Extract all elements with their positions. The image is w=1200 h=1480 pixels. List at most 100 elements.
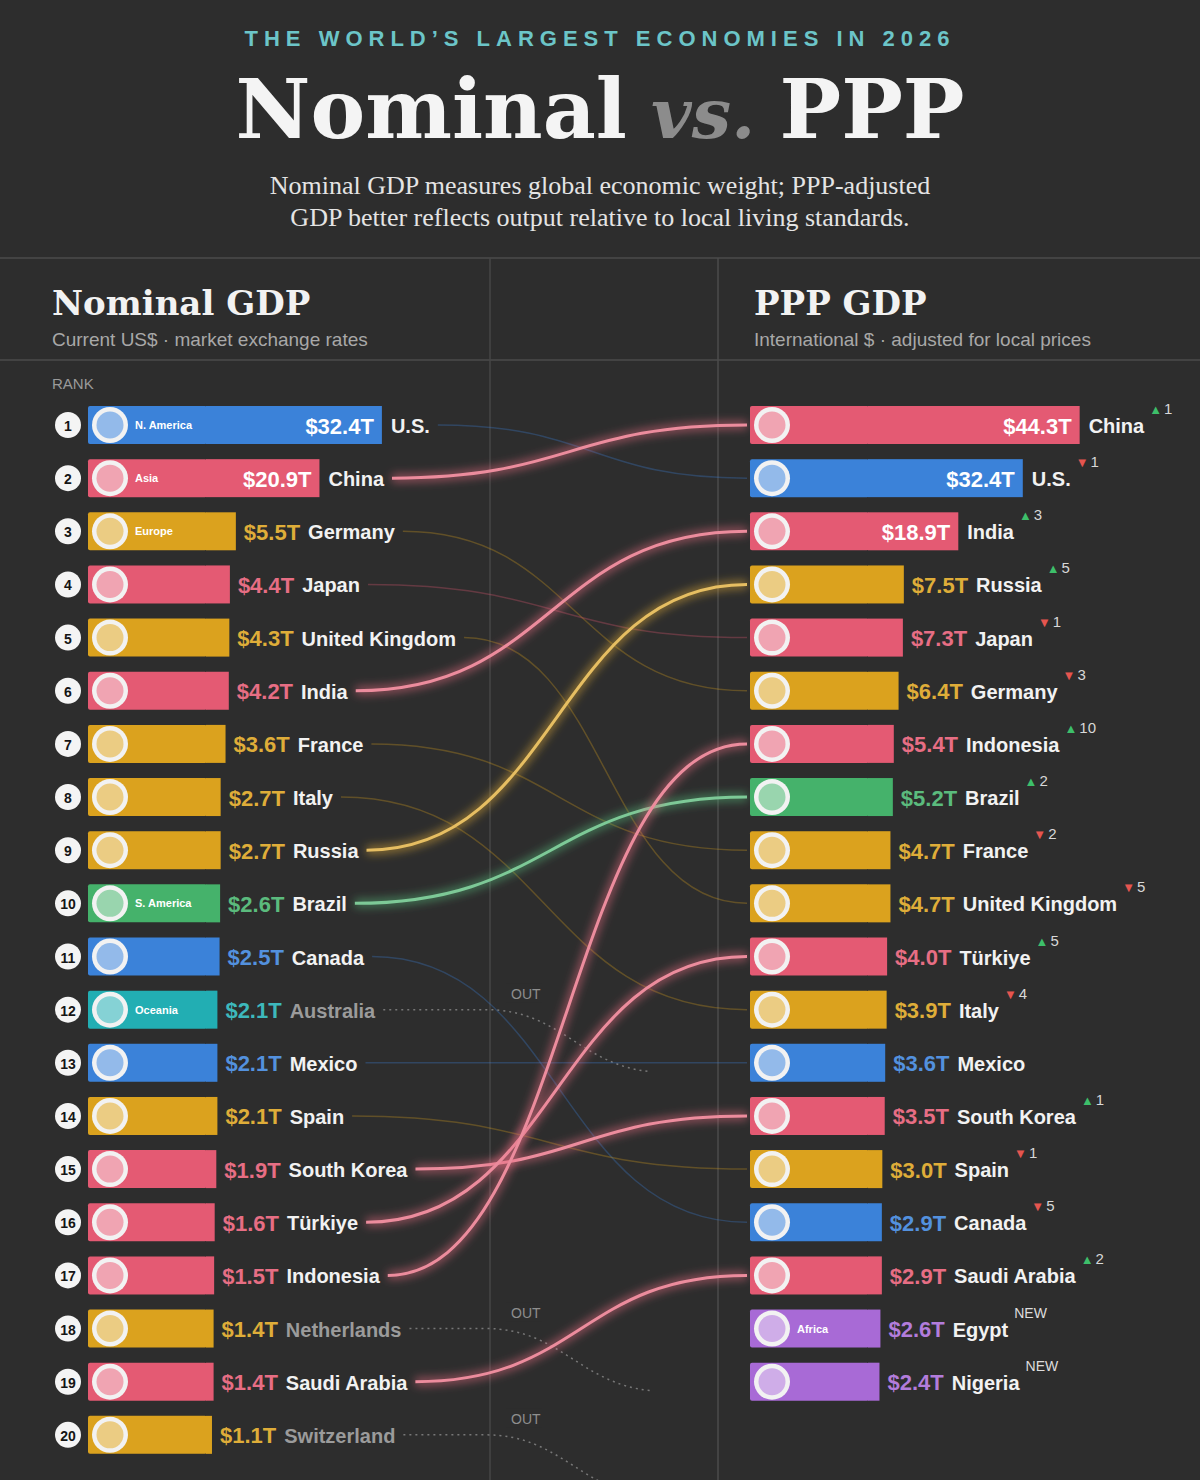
subtitle: Nominal GDP measures global economic wei…: [270, 171, 931, 200]
rank: 18: [60, 1322, 76, 1338]
flag-inner: [97, 518, 124, 545]
rank: 14: [60, 1109, 76, 1125]
value-label: $2.1T: [225, 1104, 282, 1129]
country-name: India: [301, 681, 349, 703]
flag-inner: [97, 1049, 124, 1076]
flag: [754, 513, 790, 549]
rank: 1: [64, 418, 72, 434]
connector: [367, 584, 747, 850]
label-patch: [506, 1409, 542, 1428]
rank-change: ▲5: [1036, 932, 1059, 949]
bar-base: [750, 1363, 869, 1401]
value-label: $3.5T: [893, 1104, 950, 1129]
panel-title: PPP GDP: [754, 283, 927, 323]
flag-inner: [97, 1315, 124, 1342]
country-name: U.S.: [1032, 468, 1071, 490]
status-label: OUT: [511, 986, 541, 1002]
flag-inner: [97, 890, 124, 917]
flag: [92, 1045, 128, 1081]
bar-base: [88, 778, 207, 816]
flag-inner: [97, 730, 124, 757]
flag: [754, 1151, 790, 1187]
country-name: Saudi Arabia: [954, 1265, 1076, 1287]
rank-change-value: 10: [1079, 719, 1096, 736]
flag-inner: [759, 624, 786, 651]
divider: [0, 359, 1200, 361]
flag-inner: [97, 624, 124, 651]
rank-change-value: 3: [1034, 506, 1042, 523]
bar: [868, 1150, 882, 1188]
flag-inner: [759, 784, 786, 811]
rank: 12: [60, 1003, 76, 1019]
flag-inner: [97, 1209, 124, 1236]
bar-base: [88, 884, 207, 922]
rank-badge: [55, 1103, 81, 1129]
bar-base: [88, 831, 207, 869]
value-label: $4.3T: [237, 626, 294, 651]
rank-header: RANK: [52, 375, 94, 392]
bar: [206, 1044, 217, 1082]
flag: [92, 673, 128, 709]
rank-badge: [55, 731, 81, 757]
subtitle: GDP better reflects output relative to l…: [290, 203, 909, 232]
rank: 20: [60, 1428, 76, 1444]
rank-change-arrow: ▲: [1036, 934, 1049, 949]
flag: [754, 939, 790, 975]
value-label: $3.6T: [234, 732, 291, 757]
connector: [365, 1062, 747, 1064]
rank-change-arrow: ▼: [1004, 987, 1017, 1002]
rank-change: ▲1: [1149, 400, 1172, 417]
region-label: Europe: [135, 525, 173, 537]
connector: [415, 1275, 747, 1381]
title-part: PPP: [779, 61, 964, 157]
flag: [754, 992, 790, 1028]
flag: [92, 460, 128, 496]
bar: [868, 459, 1023, 497]
flag-inner: [759, 837, 786, 864]
connector: [366, 957, 747, 1223]
country-name: Türkiye: [959, 947, 1030, 969]
country-name: Russia: [293, 840, 359, 862]
value-label: $32.4T: [946, 467, 1015, 492]
flag-inner: [97, 571, 124, 598]
rank-change-arrow: ▼: [1122, 880, 1135, 895]
bar-base: [750, 778, 869, 816]
rank-change: ▼5: [1122, 878, 1145, 895]
flag: [92, 566, 128, 602]
region-label: Oceania: [135, 1004, 179, 1016]
rank: 16: [60, 1215, 76, 1231]
bar-base: [88, 672, 207, 710]
infographic: THE WORLD’S LARGEST ECONOMIES IN 2026Nom…: [0, 0, 1200, 1480]
flag-inner: [759, 1315, 786, 1342]
country-name: Germany: [971, 681, 1059, 703]
bar: [206, 831, 221, 869]
flag-inner: [759, 465, 786, 492]
bar-base: [88, 1416, 207, 1454]
status-label: NEW: [1014, 1305, 1047, 1321]
rank-change: ▲3: [1019, 506, 1042, 523]
bar-base: [750, 406, 869, 444]
value-label: $7.3T: [911, 626, 968, 651]
country-name: Switzerland: [284, 1425, 395, 1447]
bar-base: [750, 1044, 869, 1082]
value-label: $7.5T: [912, 573, 969, 598]
divider: [717, 258, 719, 1480]
country-name: Germany: [308, 521, 396, 543]
bar: [206, 991, 217, 1029]
flag: [754, 832, 790, 868]
region-label: Africa: [797, 1323, 829, 1335]
flag: [754, 779, 790, 815]
flag: [754, 1364, 790, 1400]
region-label: N. America: [135, 419, 193, 431]
bar: [868, 1044, 885, 1082]
bar-base: [750, 672, 869, 710]
flag: [92, 1204, 128, 1240]
bar-base: [88, 938, 207, 976]
rank-badge: [55, 944, 81, 970]
value-label: $2.6T: [228, 892, 285, 917]
bar: [868, 565, 904, 603]
rank-change-arrow: ▲: [1081, 1093, 1094, 1108]
bar: [206, 565, 230, 603]
connector-glow: [366, 957, 747, 1223]
rank: 8: [64, 790, 72, 806]
